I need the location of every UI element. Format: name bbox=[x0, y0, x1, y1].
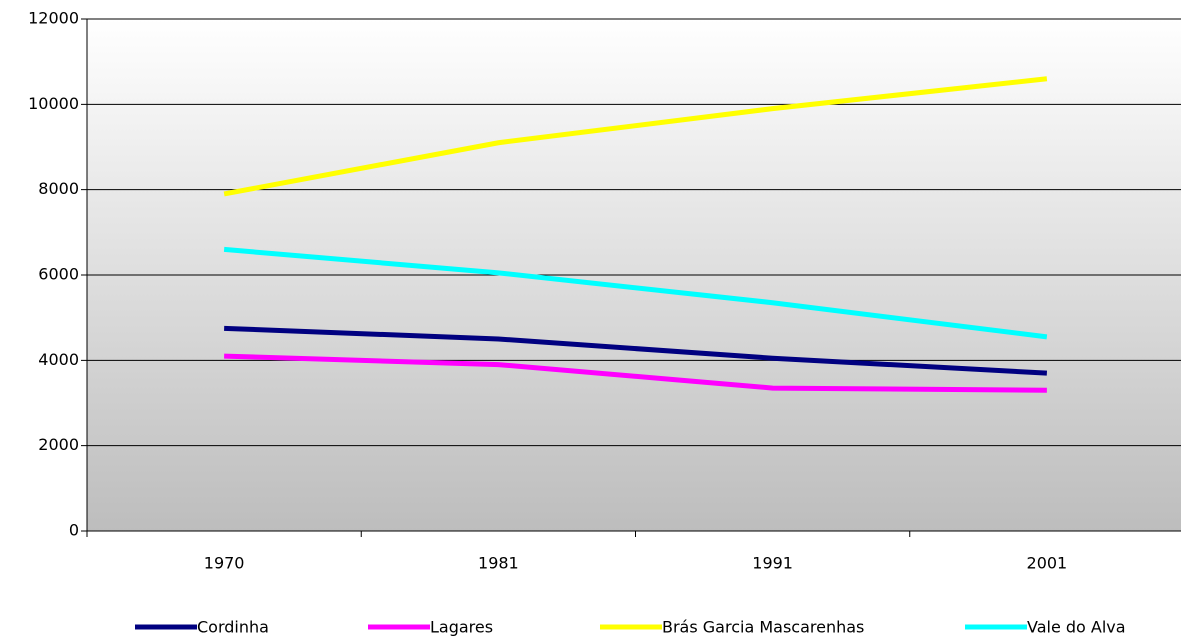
series-line bbox=[223, 76, 1048, 197]
series-line bbox=[224, 325, 1048, 376]
legend-label: Cordinha bbox=[197, 618, 269, 637]
legend-label: Vale do Alva bbox=[1027, 618, 1126, 637]
series-line bbox=[223, 246, 1048, 340]
y-tick-label: 10000 bbox=[28, 94, 79, 113]
y-tick-label: 2000 bbox=[38, 435, 79, 454]
x-tick-label: 1981 bbox=[478, 554, 519, 573]
y-tick-label: 0 bbox=[69, 521, 79, 540]
x-tick-label: 2001 bbox=[1027, 554, 1068, 573]
y-tick-label: 8000 bbox=[38, 179, 79, 198]
series-line bbox=[224, 353, 1047, 393]
y-tick-label: 6000 bbox=[38, 265, 79, 284]
y-tick-label: 4000 bbox=[38, 350, 79, 369]
legend-label: Brás Garcia Mascarenhas bbox=[662, 618, 864, 637]
x-tick-label: 1970 bbox=[204, 554, 245, 573]
x-tick-label: 1991 bbox=[752, 554, 793, 573]
y-tick-label: 12000 bbox=[28, 9, 79, 28]
legend-label: Lagares bbox=[430, 618, 493, 637]
